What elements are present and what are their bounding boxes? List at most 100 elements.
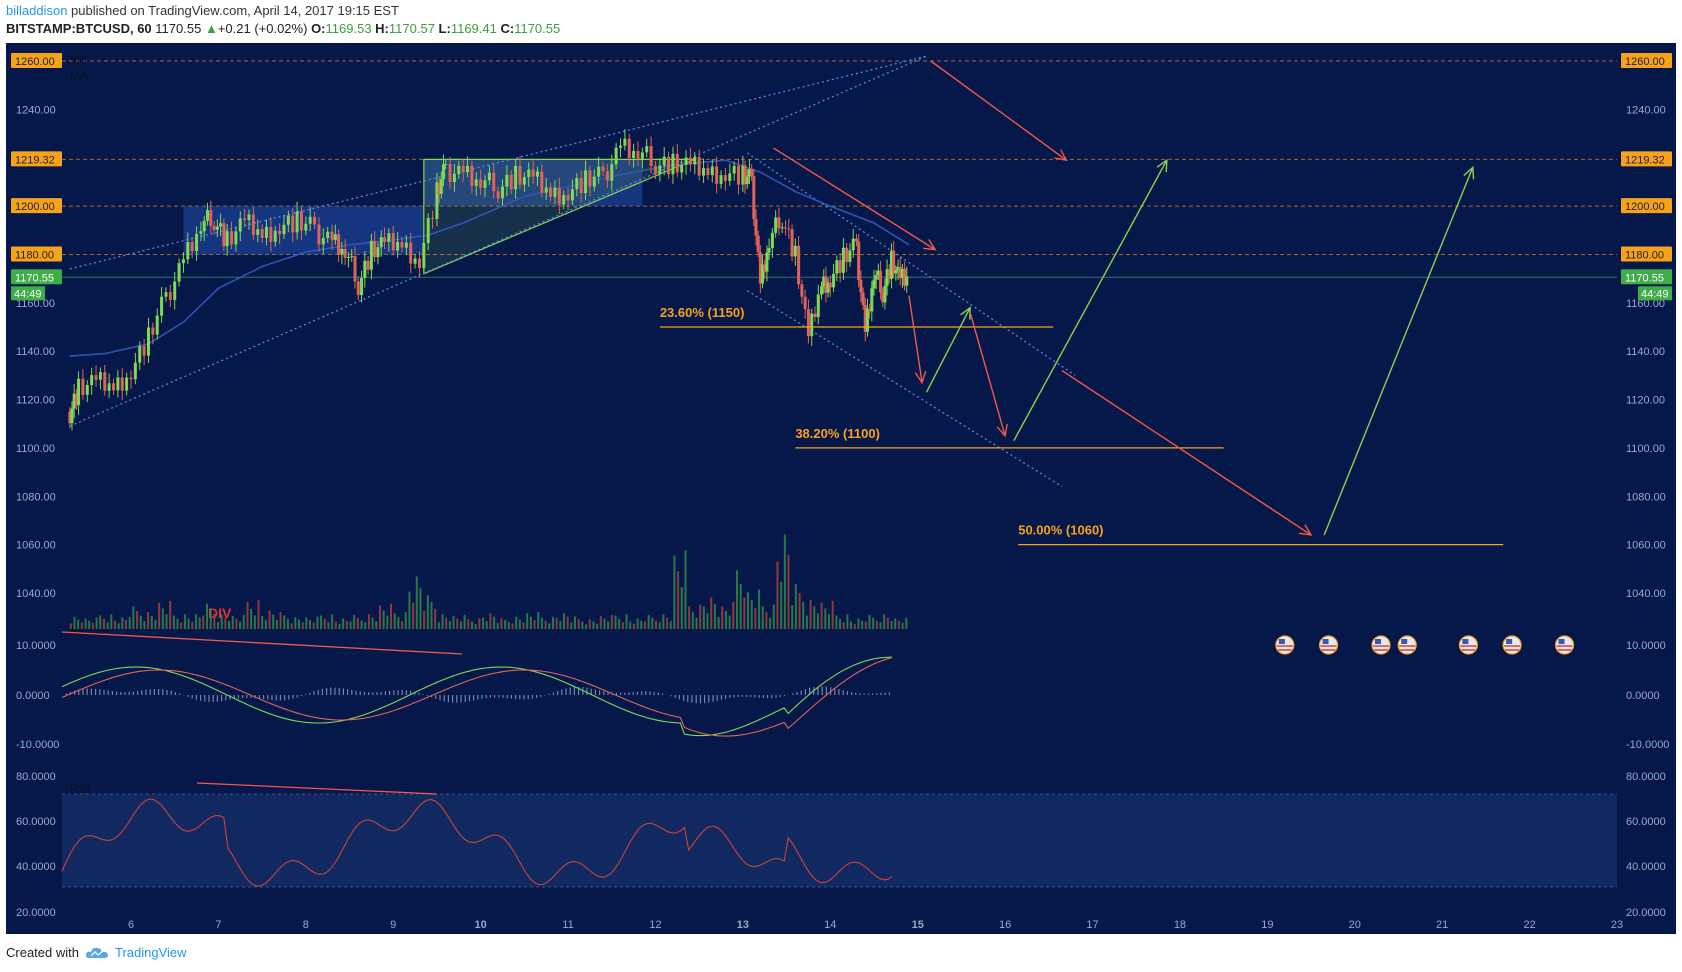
candle-body [439,179,443,194]
x-axis-label-23: 23 [1611,919,1623,931]
volume-bar [202,615,205,629]
candle-body [190,242,194,252]
range-box [183,206,424,255]
candle-body [243,218,247,221]
x-axis-label-12: 12 [649,919,661,931]
candle-body [409,242,413,264]
volume-bar [761,606,764,629]
volume-bar [342,618,345,629]
volume-bar [172,615,175,629]
candle-body [754,218,758,236]
candle-body [426,217,430,243]
candle-body [317,224,321,245]
candle-body [120,377,124,391]
volume-bar [242,614,245,629]
candle-body [199,231,203,234]
candle-body [94,375,98,380]
candle-body [479,179,483,188]
tradingview-cloud-icon [85,947,108,958]
volume-bar [423,611,426,629]
volume-bar [478,618,481,629]
candle-body [881,292,885,303]
volume-bar [128,617,131,629]
x-axis-label-10: 10 [475,919,487,931]
volume-bars [69,534,908,629]
author-link[interactable]: billaddison [6,3,68,18]
x-axis-label-15: 15 [912,919,924,931]
candle-body [889,250,893,279]
candle-body [160,296,164,316]
candle-body [366,260,370,270]
candle-body [77,378,81,406]
volume-bar [419,587,422,629]
volume-bar [699,604,702,629]
candle-body [387,233,391,242]
candle-body [688,157,692,165]
volume-bar [669,621,672,629]
volume-bar [283,615,286,629]
volume-bar [349,621,352,629]
volume-bar [662,614,665,629]
x-axis-label-17: 17 [1086,919,1098,931]
symbol-name: BITSTAMP:BTCUSD, 60 [6,21,152,36]
candle-body [330,231,334,240]
candle-body [205,210,209,221]
rsi-band [62,794,1617,887]
volume-bar [688,606,691,629]
candle-body [597,166,601,177]
price-tick-right: 1080.00 [1626,491,1666,503]
candle-body [737,165,741,185]
volume-bar [864,621,867,629]
candle-body [340,249,344,255]
candle-body [623,138,627,146]
volume-bar [846,614,849,629]
volume-bar [390,603,393,629]
volume-bar [213,613,216,629]
candle-body [74,393,78,406]
volume-bar [607,621,610,629]
candle-body [544,187,548,193]
volume-bar [905,617,908,629]
macd-tick-left: -10.0000 [16,739,59,751]
volume-bar [77,619,80,629]
candle-body [98,372,102,380]
us-flag-canton [1322,639,1329,644]
candle-body [803,296,807,310]
volume-bar [515,616,518,629]
us-flag-icon [1458,635,1479,655]
candle-body [142,346,146,356]
close-label: C: [500,21,515,36]
volume-bar [312,622,315,629]
volume-bar [798,593,801,629]
volume-bar [868,614,871,629]
candle-body [680,164,684,173]
volume-bar [655,620,658,629]
tradingview-brand-link[interactable]: TradingView [85,945,187,960]
volume-bar [298,619,301,629]
vol-indicator-label: Vol [70,52,87,66]
candle-body [360,277,364,296]
volume-bar [456,618,459,629]
candle-body [70,408,74,424]
candle-body [531,169,535,177]
volume-bar [467,619,470,629]
candle-body [483,180,487,188]
candle-body [828,282,832,288]
us-flag-icon [1318,635,1339,655]
volume-bar [323,618,326,629]
volume-bar [345,620,348,629]
red-arrow-4-head [996,423,1008,438]
candle-body [747,169,751,177]
green-arrow-1-head [960,306,971,320]
candle-body [653,165,657,175]
volume-bar [507,622,510,629]
volume-bar [533,620,536,629]
volume-bar [603,618,606,629]
volume-bar [393,613,396,629]
candle-body [810,313,814,337]
candle-body [133,362,137,380]
candle-body [715,166,719,184]
volume-bar [364,622,367,629]
volume-bar [805,615,808,629]
